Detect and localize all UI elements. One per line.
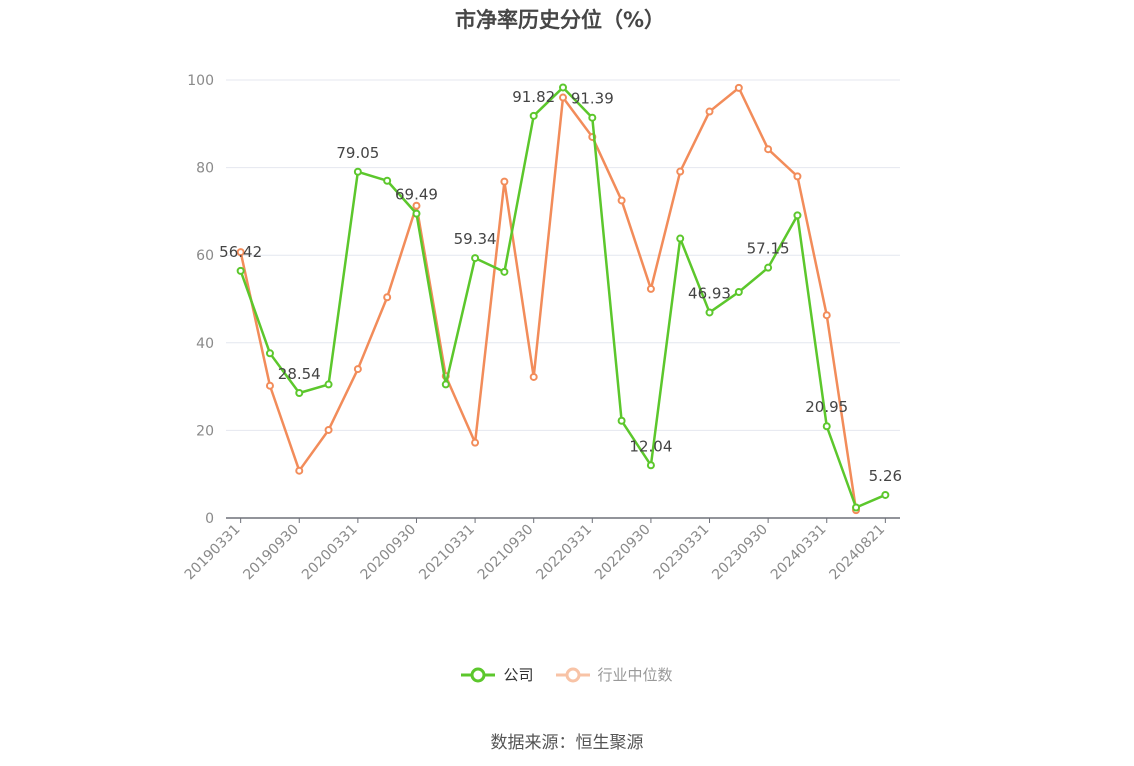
data-point-company bbox=[646, 461, 655, 470]
data-point-company bbox=[588, 113, 597, 122]
y-tick-label: 80 bbox=[196, 161, 214, 177]
data-point-industry bbox=[734, 83, 743, 92]
data-point-industry bbox=[822, 311, 831, 320]
data-point-company bbox=[676, 234, 685, 243]
data-point-industry bbox=[265, 381, 274, 390]
data-point-industry bbox=[295, 466, 304, 475]
chart-title: 市净率历史分位（%） bbox=[454, 8, 666, 32]
data-point-industry bbox=[705, 107, 714, 116]
x-tick-label: 20240821 bbox=[826, 522, 888, 584]
data-label: 12.04 bbox=[629, 437, 672, 455]
data-point-industry bbox=[676, 167, 685, 176]
y-tick-label: 40 bbox=[196, 336, 214, 352]
data-label: 57.15 bbox=[747, 240, 790, 258]
data-point-industry bbox=[471, 438, 480, 447]
data-label: 69.49 bbox=[395, 186, 438, 204]
data-point-company bbox=[236, 266, 245, 275]
data-point-industry bbox=[793, 172, 802, 181]
x-tick-label: 20200331 bbox=[299, 522, 361, 584]
x-tick-label: 20240331 bbox=[768, 522, 830, 584]
data-label: 5.26 bbox=[869, 467, 902, 485]
data-point-company bbox=[705, 308, 714, 317]
data-point-company bbox=[324, 380, 333, 389]
data-point-company bbox=[441, 380, 450, 389]
data-point-company bbox=[471, 254, 480, 263]
x-tick-label: 20190331 bbox=[182, 522, 244, 584]
data-point-industry bbox=[353, 365, 362, 374]
x-tick-label: 20230930 bbox=[709, 522, 771, 584]
legend-industry-label: 行业中位数 bbox=[597, 666, 673, 684]
data-point-company bbox=[734, 287, 743, 296]
line-chart: 0 20 40 60 80 100 2019033120190930202003312020… bbox=[182, 73, 902, 584]
data-point-industry bbox=[646, 284, 655, 293]
data-label: 46.93 bbox=[688, 284, 731, 302]
legend-item-company[interactable]: 公司 bbox=[461, 664, 534, 685]
data-point-company bbox=[265, 349, 274, 358]
y-tick-label: 0 bbox=[205, 511, 214, 527]
data-point-industry bbox=[764, 145, 773, 154]
x-tick-label: 20230331 bbox=[651, 522, 713, 584]
data-label: 91.82 bbox=[512, 88, 555, 106]
x-tick-label: 20210331 bbox=[416, 522, 478, 584]
data-label: 28.54 bbox=[278, 365, 321, 383]
data-point-company bbox=[852, 503, 861, 512]
data-point-company bbox=[353, 167, 362, 176]
data-point-company bbox=[412, 209, 421, 218]
chart-legend: 公司 行业中位数 bbox=[0, 664, 1134, 685]
data-point-industry bbox=[412, 201, 421, 210]
x-tick-label: 20220331 bbox=[533, 522, 595, 584]
legend-company-swatch-icon bbox=[461, 667, 496, 682]
data-point-company bbox=[559, 83, 567, 92]
data-point-company bbox=[617, 416, 626, 425]
data-label: 91.39 bbox=[571, 90, 614, 108]
data-point-company bbox=[764, 263, 773, 272]
data-point-industry bbox=[236, 248, 245, 257]
data-point-company bbox=[793, 211, 802, 220]
data-point-industry bbox=[559, 93, 567, 102]
data-point-industry bbox=[324, 425, 333, 434]
data-label: 59.34 bbox=[454, 230, 497, 248]
legend-company-label: 公司 bbox=[503, 666, 534, 684]
data-label: 20.95 bbox=[805, 398, 848, 416]
data-source: 数据来源：恒生聚源 bbox=[490, 733, 644, 753]
series-line-industry bbox=[239, 86, 858, 511]
data-point-industry bbox=[617, 196, 626, 205]
x-tick-label: 20220930 bbox=[592, 522, 654, 584]
data-label: 56.42 bbox=[219, 243, 262, 261]
data-point-company bbox=[822, 422, 831, 431]
data-point-industry bbox=[383, 293, 392, 302]
x-tick-label: 20190930 bbox=[240, 522, 302, 584]
data-point-company bbox=[881, 490, 890, 499]
data-point-company bbox=[500, 267, 509, 276]
data-point-industry bbox=[529, 372, 538, 381]
data-label: 79.05 bbox=[336, 144, 379, 162]
x-tick-label: 20200930 bbox=[358, 522, 420, 584]
data-point-company bbox=[529, 111, 538, 120]
y-tick-label: 20 bbox=[196, 423, 214, 439]
y-tick-label: 100 bbox=[187, 73, 214, 89]
data-point-company bbox=[295, 388, 304, 397]
data-point-industry bbox=[500, 177, 509, 186]
y-tick-label: 60 bbox=[196, 248, 214, 264]
data-point-company bbox=[383, 176, 392, 185]
x-tick-label: 20210930 bbox=[475, 522, 537, 584]
legend-industry-swatch-icon bbox=[555, 667, 590, 682]
legend-item-industry[interactable]: 行业中位数 bbox=[555, 664, 673, 685]
